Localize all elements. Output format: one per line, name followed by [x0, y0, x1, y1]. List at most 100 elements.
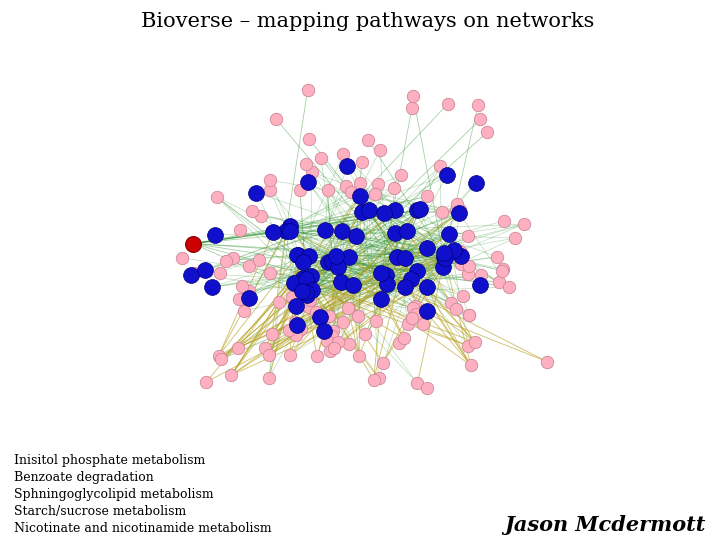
Point — [541, 357, 553, 366]
Point — [264, 350, 275, 359]
Point — [381, 280, 392, 288]
Point — [400, 283, 411, 292]
Point — [420, 282, 432, 291]
Point — [354, 178, 366, 187]
Point — [441, 171, 452, 179]
Point — [369, 190, 380, 199]
Point — [390, 228, 401, 237]
Point — [465, 361, 477, 369]
Point — [498, 217, 510, 225]
Point — [209, 230, 220, 239]
Point — [421, 243, 433, 252]
Point — [474, 271, 486, 280]
Point — [454, 206, 466, 214]
Point — [454, 247, 465, 255]
Point — [421, 192, 433, 200]
Point — [464, 310, 475, 319]
Point — [295, 324, 307, 333]
Point — [451, 200, 462, 208]
Point — [302, 291, 313, 299]
Point — [289, 318, 300, 326]
Point — [237, 295, 248, 303]
Point — [228, 253, 239, 262]
Point — [338, 150, 349, 159]
Point — [233, 343, 244, 352]
Point — [266, 330, 277, 339]
Point — [411, 206, 423, 215]
Point — [333, 338, 344, 347]
Point — [374, 145, 386, 154]
Point — [434, 162, 446, 171]
Point — [291, 251, 302, 259]
Point — [296, 287, 307, 295]
Point — [377, 359, 389, 367]
Point — [381, 271, 392, 280]
Point — [462, 341, 474, 350]
Point — [410, 309, 422, 318]
Point — [352, 311, 364, 320]
Point — [454, 209, 465, 218]
Title: Bioverse – mapping pathways on networks: Bioverse – mapping pathways on networks — [140, 12, 594, 31]
Point — [392, 253, 403, 261]
Point — [251, 188, 262, 197]
Point — [390, 206, 401, 214]
Point — [341, 181, 352, 190]
Point — [246, 206, 258, 215]
Text: Jason Mcdermott: Jason Mcdermott — [504, 515, 706, 535]
Point — [373, 374, 384, 382]
Point — [343, 340, 355, 348]
Point — [456, 251, 467, 260]
Point — [482, 128, 493, 137]
Point — [444, 230, 455, 239]
Point — [399, 254, 410, 262]
Point — [379, 208, 390, 217]
Point — [368, 375, 379, 384]
Point — [280, 226, 292, 235]
Point — [474, 115, 486, 124]
Text: Inisitol phosphate metabolism
Benzoate degradation
Sphningoglycolipid metabolism: Inisitol phosphate metabolism Benzoate d… — [14, 454, 272, 535]
Point — [264, 176, 276, 185]
Point — [290, 301, 302, 310]
Point — [356, 208, 368, 217]
Point — [496, 266, 508, 275]
Point — [243, 294, 255, 302]
Point — [474, 281, 486, 289]
Point — [406, 104, 418, 112]
Point — [199, 266, 211, 274]
Point — [234, 226, 246, 234]
Point — [497, 265, 508, 273]
Point — [321, 336, 333, 345]
Point — [256, 212, 267, 220]
Point — [215, 355, 227, 363]
Point — [393, 338, 405, 347]
Point — [314, 312, 325, 321]
Point — [303, 134, 315, 143]
Point — [243, 262, 255, 271]
Point — [322, 186, 333, 194]
Point — [286, 293, 297, 301]
Point — [271, 115, 282, 124]
Point — [470, 179, 482, 187]
Point — [414, 205, 426, 214]
Point — [324, 312, 336, 320]
Point — [509, 234, 521, 242]
Point — [284, 326, 295, 334]
Point — [492, 278, 504, 287]
Point — [436, 208, 448, 217]
Point — [315, 154, 326, 163]
Point — [451, 305, 462, 314]
Point — [421, 307, 433, 315]
Point — [343, 252, 355, 261]
Point — [327, 332, 338, 341]
Point — [176, 253, 188, 262]
Point — [258, 343, 270, 352]
Point — [318, 327, 330, 335]
Point — [348, 281, 359, 289]
Point — [328, 343, 340, 352]
Point — [437, 262, 449, 271]
Point — [305, 272, 317, 280]
Point — [463, 232, 474, 241]
Point — [297, 258, 309, 266]
Point — [405, 275, 417, 284]
Point — [438, 253, 450, 262]
